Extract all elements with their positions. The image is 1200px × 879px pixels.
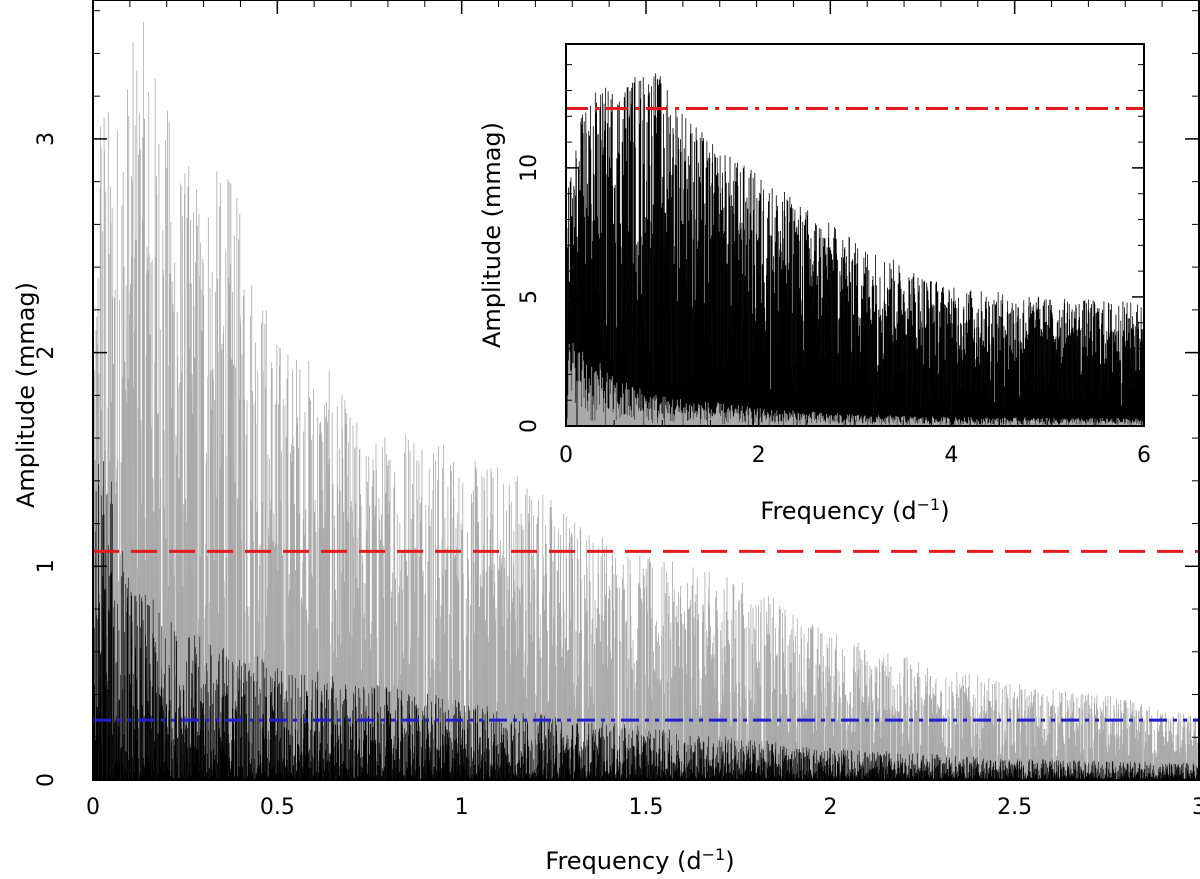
main-x-tick-labels: 0 0.5 1 1.5 2 2.5 3 [86, 795, 1200, 820]
x-tick-label: 3 [1192, 795, 1200, 820]
x-tick-label: 2 [823, 795, 837, 820]
main-y-tick-labels: 0 1 2 3 [34, 132, 59, 787]
x-tick-label: 2.5 [997, 795, 1032, 820]
y-tick-label: 1 [34, 559, 59, 573]
y-tick-label: 10 [517, 154, 542, 182]
x-tick-label: 6 [1137, 443, 1151, 468]
y-tick-label: 2 [34, 346, 59, 360]
x-tick-label: 1.5 [629, 795, 664, 820]
inset-x-tick-labels: 0 2 4 6 [559, 443, 1151, 468]
y-tick-label: 3 [34, 132, 59, 146]
inset-x-axis-title: Frequency (d−1) [760, 495, 949, 525]
main-chart: 0 0.5 1 1.5 2 2.5 3 0 1 2 3 Frequency (d−1) Ampli… [12, 0, 1200, 875]
main-y-axis-title: Amplitude (mmag) [12, 282, 40, 508]
inset-chart: 0 2 4 6 0 5 10 Frequency (d−1) Amplitude (mma… [478, 43, 1151, 525]
x-tick-label: 0 [86, 795, 100, 820]
x-tick-label: 2 [752, 443, 766, 468]
x-tick-label: 0 [559, 443, 573, 468]
x-tick-label: 0.5 [260, 795, 295, 820]
inset-y-tick-labels: 0 5 10 [517, 154, 542, 433]
x-tick-label: 4 [944, 443, 958, 468]
y-tick-label: 0 [34, 773, 59, 787]
main-plot-frame [92, 0, 1200, 781]
x-tick-label: 1 [455, 795, 469, 820]
inset-y-axis-title: Amplitude (mmag) [478, 122, 506, 348]
main-x-axis-title: Frequency (d−1) [545, 845, 734, 875]
inset-plot-frame [565, 43, 1145, 427]
y-tick-label: 0 [517, 419, 542, 433]
y-tick-label: 5 [517, 290, 542, 304]
